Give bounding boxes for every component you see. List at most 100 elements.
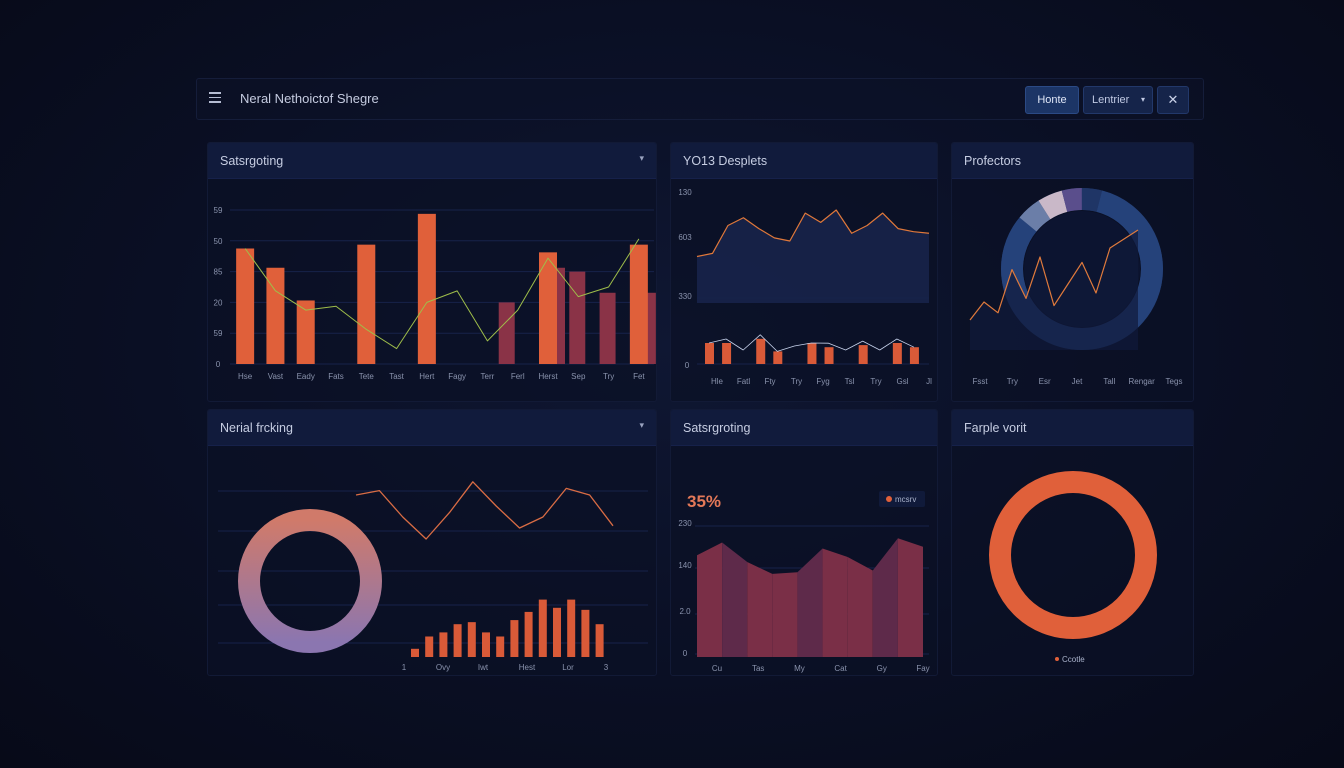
- donut-ring: [238, 509, 382, 653]
- bar: [595, 624, 604, 657]
- language-dropdown-label: Lentrier: [1092, 94, 1130, 106]
- bar: [539, 252, 557, 364]
- donut-line-chart: Fsst Try Esr Jet Tall Rengar Tegs: [969, 188, 1183, 386]
- x-tick-label: My: [794, 664, 805, 673]
- bar: [524, 611, 533, 657]
- x-tick-label: Iwt: [478, 663, 489, 672]
- bar: [892, 343, 902, 364]
- pie-slice: [1038, 190, 1068, 220]
- area-segment: [772, 572, 798, 657]
- y-tick-label: 330: [678, 292, 692, 301]
- x-tick-label: Try: [1007, 377, 1018, 386]
- bar: [756, 338, 766, 364]
- y-tick-label: 85: [214, 268, 223, 277]
- x-tick-label: 3: [604, 663, 609, 672]
- area-segment: [822, 548, 848, 657]
- bar: [425, 636, 434, 657]
- bar: [569, 271, 586, 364]
- x-tick-label: Hest: [519, 663, 536, 672]
- panel-title: Farple vorit: [964, 421, 1027, 435]
- bar: [581, 609, 590, 657]
- area-segment: [797, 548, 823, 657]
- x-tick-label: Rengar: [1129, 377, 1156, 386]
- area-segment: [872, 538, 898, 657]
- x-tick-label: Try: [870, 377, 881, 386]
- bar: [553, 607, 561, 657]
- bar: [858, 345, 868, 364]
- trend-line: [708, 334, 915, 352]
- area-bar-chart: 130 603 330 0 Hle Fatl Fty Try Fyg Tsl Try Gsl Jl: [678, 188, 932, 386]
- panel-satsrgoting: Satsrgoting ▾ 59 50 85 20 59 0 Hse Vast Eady Fats…: [207, 142, 657, 402]
- x-tick-label: Try: [603, 372, 614, 381]
- bar: [909, 347, 919, 364]
- bar-line-chart: 59 50 85 20 59 0 Hse Vast Eady Fats Tete Tast Hert Fa…: [214, 206, 656, 381]
- y-tick-label: 59: [214, 329, 223, 338]
- panel-profectors: Profectors Fsst Try Esr Jet Tall Rengar Tegs: [951, 142, 1194, 402]
- y-tick-label: 0: [685, 361, 690, 370]
- x-tick-label: Gy: [877, 664, 887, 673]
- area-segment: [722, 542, 748, 657]
- y-tick-label: 0: [216, 360, 221, 369]
- panel-header: Farple vorit: [952, 410, 1193, 446]
- home-button[interactable]: Honte: [1025, 86, 1079, 114]
- area-segment: [747, 562, 773, 657]
- x-tick-label: Fay: [916, 664, 929, 673]
- bar: [773, 351, 783, 364]
- x-tick-label: Fatl: [737, 377, 751, 386]
- panel-header: Nerial frcking ▾: [208, 410, 656, 446]
- area-fill: [697, 210, 929, 303]
- panel-header: Profectors: [952, 143, 1193, 179]
- pie-slice: [1019, 200, 1051, 232]
- x-tick-label: Herst: [538, 372, 558, 381]
- y-tick-label: 50: [214, 237, 223, 246]
- x-tick-label: Fagy: [448, 372, 466, 381]
- area-segment: [897, 538, 923, 657]
- hamburger-menu-icon[interactable]: [209, 92, 221, 104]
- x-tick-label: Ovy: [436, 663, 450, 672]
- bar: [498, 302, 515, 364]
- x-tick-label: Tall: [1103, 377, 1115, 386]
- x-tick-label: Fet: [633, 372, 645, 381]
- chevron-down-icon[interactable]: ▾: [639, 420, 644, 430]
- x-tick-label: Tete: [359, 372, 375, 381]
- x-tick-label: Tegs: [1166, 377, 1183, 386]
- x-tick-label: Eady: [297, 372, 315, 381]
- close-button[interactable]: ✕: [1157, 86, 1189, 114]
- panel-satsrgroting: Satsrgroting 35% mcsrv 230 140 2.0 0 Cu Tas My Ca…: [670, 409, 938, 676]
- x-tick-label: Fyg: [816, 377, 829, 386]
- legend-dot: [886, 496, 892, 502]
- chevron-down-icon[interactable]: ▾: [639, 153, 644, 163]
- trend-line: [969, 229, 1139, 321]
- x-tick-label: Hse: [238, 372, 253, 381]
- y-tick-label: 603: [678, 233, 692, 242]
- x-tick-label: Try: [791, 377, 802, 386]
- x-tick-label: Lor: [562, 663, 574, 672]
- bar: [567, 599, 576, 657]
- trend-line: [355, 481, 614, 540]
- chevron-down-icon: ▾: [1140, 95, 1145, 104]
- bar: [629, 244, 648, 364]
- bar: [357, 244, 376, 364]
- area-fill: [970, 230, 1138, 350]
- x-tick-label: Fats: [328, 372, 344, 381]
- area-line: [696, 209, 930, 258]
- legend-label: Ccotle: [1062, 655, 1085, 664]
- panel-title: Satsrgoting: [220, 154, 284, 168]
- legend-dot: [1055, 657, 1059, 661]
- x-tick-label: Tast: [389, 372, 404, 381]
- bar: [411, 648, 419, 657]
- panel-desplets: YO13 Desplets 130 603 330 0 Hle Fatl Fty Try Fyg…: [670, 142, 938, 402]
- x-tick-label: Cu: [712, 664, 722, 673]
- bar: [722, 343, 732, 364]
- language-dropdown[interactable]: Lentrier ▾: [1083, 86, 1153, 114]
- y-tick-label: 130: [678, 188, 692, 197]
- panel-header: Satsrgoting ▾: [208, 143, 656, 179]
- area-segment: [697, 542, 723, 657]
- pie-slice: [1061, 188, 1083, 212]
- trend-line: [244, 238, 640, 350]
- x-tick-label: Terr: [481, 372, 495, 381]
- x-tick-label: Fty: [764, 377, 775, 386]
- pie-slice: [989, 471, 1157, 639]
- x-tick-label: Hle: [711, 377, 724, 386]
- x-tick-label: Tas: [752, 664, 764, 673]
